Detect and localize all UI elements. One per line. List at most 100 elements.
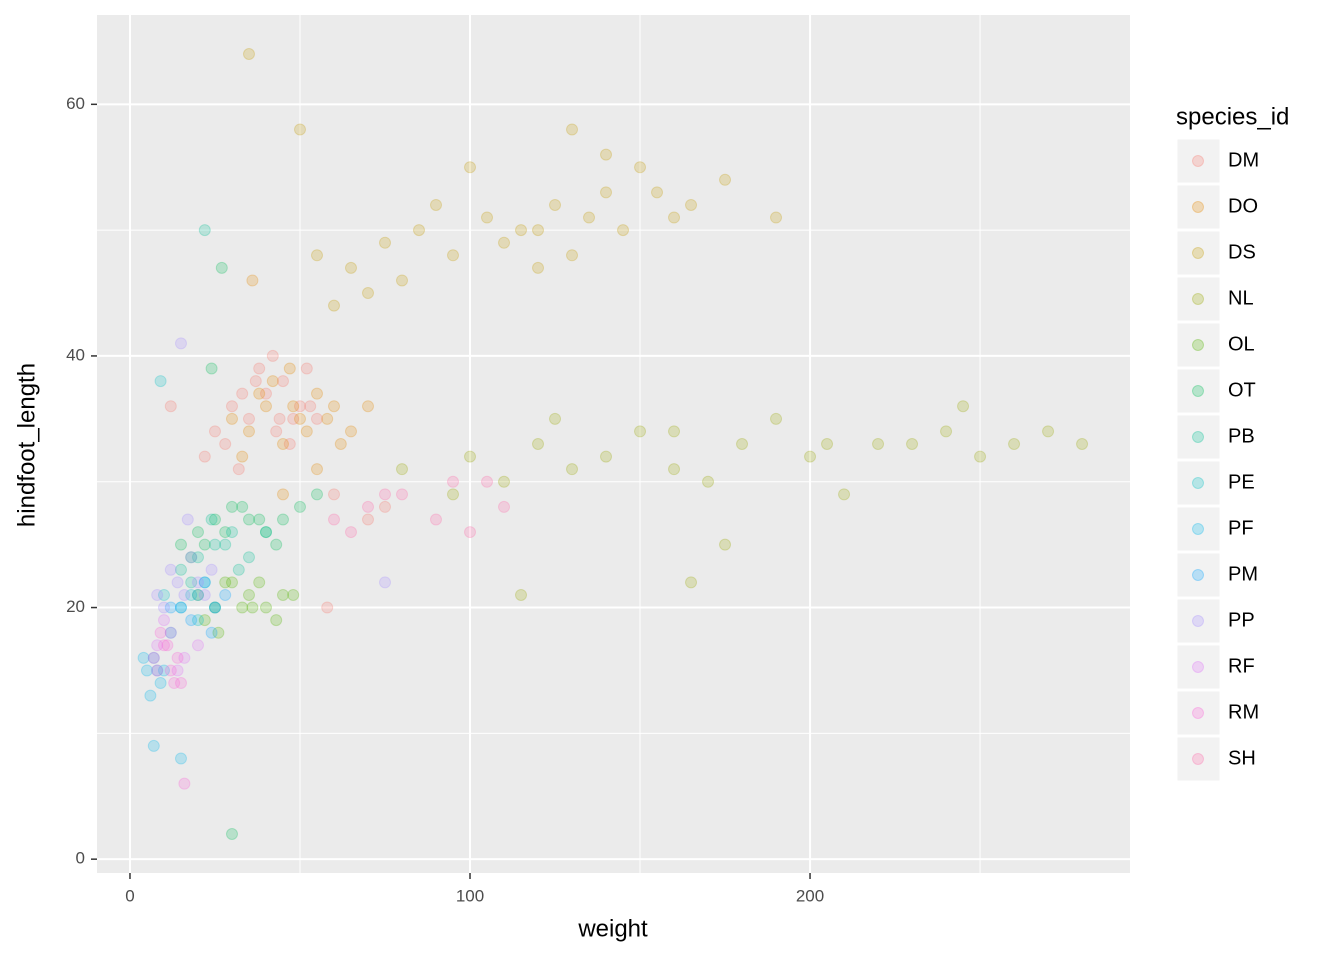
- point: [310, 387, 323, 400]
- point: [259, 526, 272, 539]
- point: [600, 450, 613, 463]
- point: [253, 387, 266, 400]
- point: [379, 500, 392, 513]
- point: [300, 425, 313, 438]
- point: [191, 639, 204, 652]
- point: [246, 601, 259, 614]
- point: [532, 224, 545, 237]
- point: [464, 161, 477, 174]
- point: [157, 588, 170, 601]
- point: [566, 463, 579, 476]
- point: [430, 513, 443, 526]
- point: [191, 551, 204, 564]
- legend-key: [1176, 414, 1221, 460]
- point: [181, 513, 194, 526]
- point: [276, 588, 289, 601]
- point: [600, 186, 613, 199]
- point: [293, 123, 306, 136]
- point: [225, 500, 238, 513]
- point: [242, 425, 255, 438]
- point: [191, 588, 204, 601]
- point: [208, 601, 221, 614]
- point: [310, 412, 323, 425]
- point: [174, 677, 187, 690]
- point: [321, 601, 334, 614]
- point: [344, 425, 357, 438]
- point: [147, 739, 160, 752]
- point: [447, 249, 460, 262]
- point: [174, 563, 187, 576]
- point: [447, 488, 460, 501]
- point: [212, 626, 225, 639]
- point: [174, 752, 187, 765]
- legend-symbol: [1192, 431, 1204, 443]
- point: [164, 626, 177, 639]
- point: [498, 236, 511, 249]
- point: [208, 601, 221, 614]
- point: [242, 412, 255, 425]
- point: [246, 274, 259, 287]
- point: [327, 513, 340, 526]
- point: [174, 538, 187, 551]
- point: [583, 211, 596, 224]
- point: [770, 211, 783, 224]
- point: [276, 488, 289, 501]
- point: [362, 287, 375, 300]
- point: [287, 412, 300, 425]
- point: [157, 601, 170, 614]
- point: [171, 576, 184, 589]
- point: [1008, 438, 1021, 450]
- legend-symbol: [1192, 247, 1204, 259]
- point: [276, 513, 289, 526]
- point: [396, 274, 409, 287]
- point: [174, 601, 187, 614]
- point: [232, 563, 245, 576]
- point: [906, 438, 919, 450]
- point: [225, 828, 238, 840]
- legend-symbol: [1192, 615, 1204, 627]
- y-tick-label: 40: [66, 345, 85, 364]
- point: [287, 588, 300, 601]
- point: [164, 400, 177, 413]
- point: [396, 463, 409, 476]
- point: [549, 412, 562, 425]
- point: [327, 400, 340, 413]
- point: [974, 450, 987, 463]
- legend-key: [1176, 368, 1221, 414]
- point: [293, 500, 306, 513]
- point: [178, 651, 191, 664]
- point: [430, 198, 443, 211]
- legend-symbol: [1192, 661, 1204, 673]
- legend-label: DO: [1228, 195, 1258, 217]
- point: [185, 614, 198, 627]
- legend-symbol: [1192, 569, 1204, 581]
- point: [821, 438, 834, 450]
- point: [147, 651, 160, 664]
- point: [198, 538, 211, 551]
- legend-symbol: [1192, 753, 1204, 765]
- legend-label: PB: [1228, 425, 1255, 447]
- point: [208, 513, 221, 526]
- point: [236, 387, 249, 400]
- point: [464, 450, 477, 463]
- point: [242, 48, 255, 60]
- point: [191, 614, 204, 627]
- point: [236, 601, 249, 614]
- point: [719, 173, 732, 186]
- point: [957, 400, 970, 413]
- x-tick-label: 200: [796, 886, 824, 905]
- point: [147, 651, 160, 664]
- point: [287, 400, 300, 413]
- x-tick-label: 100: [456, 886, 484, 905]
- point: [634, 425, 647, 438]
- point: [276, 438, 289, 450]
- point: [253, 513, 266, 526]
- point: [242, 588, 255, 601]
- point: [198, 224, 211, 237]
- point: [293, 400, 306, 413]
- y-tick-label: 60: [66, 94, 85, 113]
- point: [770, 412, 783, 425]
- point: [300, 362, 313, 375]
- point: [174, 337, 187, 350]
